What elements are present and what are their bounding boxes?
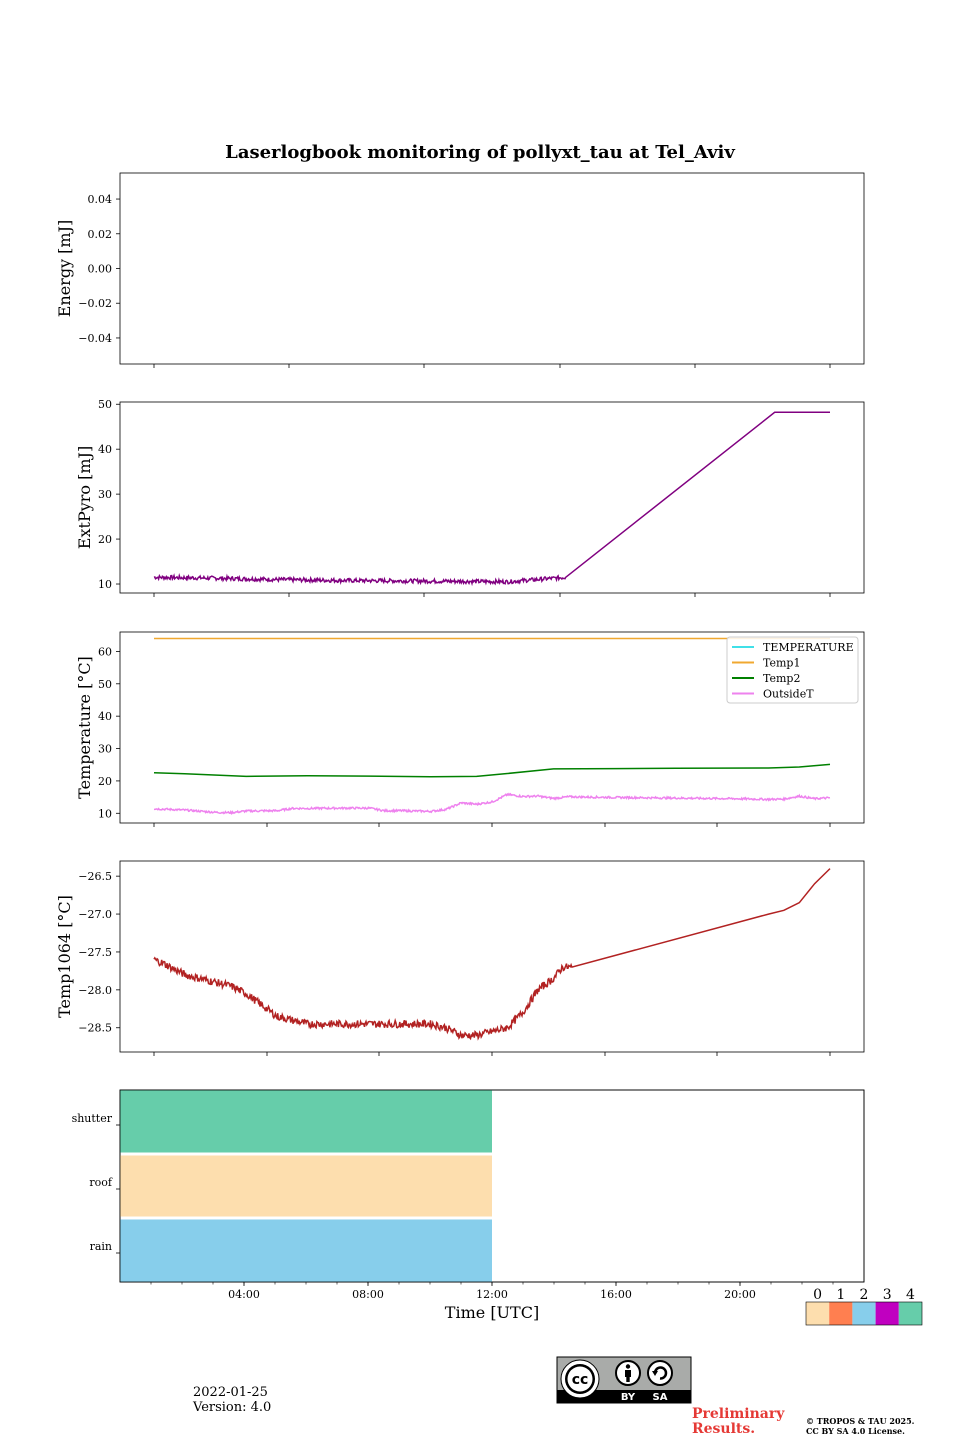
series-line-outsidet (154, 792, 831, 816)
preliminary-label-line1: Preliminary (692, 1406, 785, 1422)
colorbar-swatch-3 (875, 1302, 899, 1325)
colorbar-swatch-0 (806, 1302, 830, 1325)
panel-5: shutter roof rain 04:00 08:00 12:00 16:00 20:00… (72, 1089, 865, 1322)
legend-label: OutsideT (763, 688, 814, 701)
heatmap-cell-roof (120, 1155, 492, 1217)
colorbar-label: 3 (883, 1287, 892, 1303)
colorbar-label: 0 (813, 1287, 822, 1303)
y-axis-label: ExtPyro [mJ] (75, 446, 94, 549)
y-tick-label: 0.04 (88, 193, 113, 206)
cc-sa-label: SA (653, 1392, 668, 1403)
y-tick-label: 0.02 (88, 228, 113, 241)
colorbar-swatch-1 (829, 1302, 853, 1325)
cc-by-label: BY (621, 1392, 636, 1403)
plot-frame (119, 401, 865, 594)
footer-version: Version: 4.0 (192, 1400, 271, 1415)
colorbar-label: 2 (860, 1287, 869, 1303)
y-tick-label: 40 (98, 710, 112, 723)
category-label: shutter (72, 1112, 113, 1125)
colorbar-swatch-4 (898, 1302, 922, 1325)
colorbar-frame (805, 1301, 923, 1326)
series-line-temp2 (153, 763, 831, 778)
x-tick-label: 08:00 (352, 1288, 384, 1301)
y-tick-label: 60 (98, 645, 112, 658)
chart-title: Laserlogbook monitoring of pollyxt_tau a… (225, 142, 735, 163)
y-tick-label: 10 (98, 807, 112, 820)
x-tick-label: 12:00 (476, 1288, 508, 1301)
category-label: rain (90, 1240, 112, 1253)
x-tick-label: 20:00 (724, 1288, 756, 1301)
y-tick-label: −0.02 (78, 297, 112, 310)
x-tick-label: 16:00 (600, 1288, 632, 1301)
y-tick-label: 40 (98, 443, 112, 456)
y-tick-label: 0.00 (88, 263, 113, 276)
panel-4: −26.5 −27.0 −27.5 −28.0 −28.5 Temp1064 [°C] (55, 860, 865, 1056)
panel-1: 0.04 0.02 0.00 −0.02 −0.04 Energy [mJ] (55, 172, 865, 368)
preliminary-label-line2: Results. (692, 1421, 755, 1437)
y-tick-label: −28.0 (78, 984, 112, 997)
colorbar-label: 4 (906, 1287, 915, 1303)
attribution-icon (615, 1360, 641, 1386)
footer-date: 2022-01-25 (193, 1385, 268, 1400)
y-tick-label: −27.5 (78, 946, 112, 959)
y-tick-label: 30 (98, 743, 112, 756)
panel-2: 10 20 30 40 50 ExtPyro [mJ] (75, 398, 865, 597)
x-tick-label: 04:00 (228, 1288, 260, 1301)
y-axis-label: Temperature [°C] (75, 656, 94, 799)
legend-label: Temp1 (763, 657, 800, 670)
legend: TEMPERATURE Temp1 Temp2 OutsideT (726, 636, 859, 704)
x-axis-label: Time [UTC] (445, 1303, 539, 1322)
legend-label: Temp2 (763, 672, 800, 685)
category-label: roof (89, 1176, 113, 1189)
cc-license-logo: cc BY SA (556, 1356, 692, 1404)
cc-icon: cc (560, 1359, 600, 1399)
y-tick-label: 20 (98, 775, 112, 788)
copyright-line1: © TROPOS & TAU 2025. (806, 1416, 915, 1426)
y-axis-label: Temp1064 [°C] (55, 895, 74, 1018)
legend-box (726, 636, 859, 704)
plot-frame (119, 172, 865, 365)
series-line (153, 411, 830, 587)
y-tick-label: −0.04 (78, 332, 112, 345)
y-tick-label: −26.5 (78, 870, 112, 883)
y-tick-label: 10 (98, 578, 112, 591)
share-alike-icon (647, 1360, 673, 1386)
colorbar-swatch-2 (852, 1302, 876, 1325)
plot-frame (119, 860, 865, 1053)
y-tick-label: −27.0 (78, 908, 112, 921)
legend-label: TEMPERATURE (763, 641, 854, 654)
y-axis-label: Energy [mJ] (55, 220, 74, 318)
copyright-line2: CC BY SA 4.0 License. (806, 1426, 905, 1436)
series-line (153, 868, 831, 1041)
svg-text:cc: cc (572, 1372, 589, 1388)
colorbar-label: 1 (836, 1287, 845, 1303)
y-tick-label: 20 (98, 533, 112, 546)
heatmap-cell-shutter (120, 1090, 492, 1153)
y-tick-label: 50 (98, 678, 112, 691)
y-tick-label: −28.5 (78, 1022, 112, 1035)
y-tick-label: 50 (98, 398, 112, 411)
y-tick-label: 30 (98, 488, 112, 501)
heatmap-cell-rain (120, 1219, 492, 1282)
